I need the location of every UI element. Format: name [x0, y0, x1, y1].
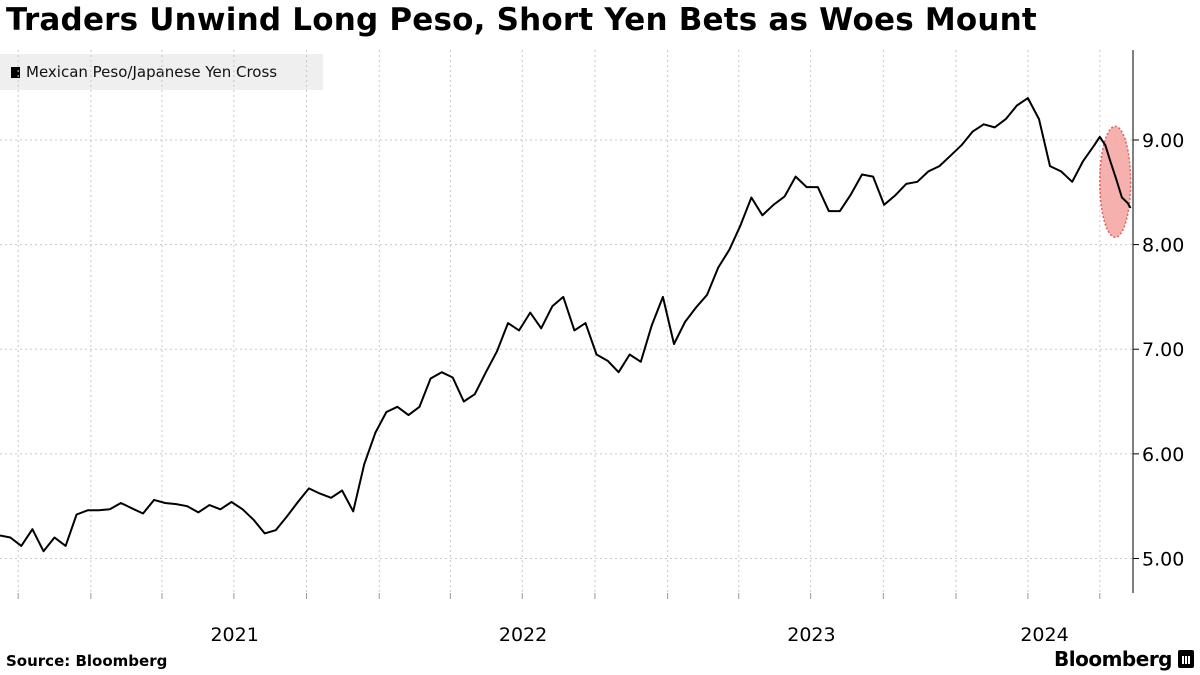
legend-label: Mexican Peso/Japanese Yen Cross [26, 63, 278, 81]
y-tick-label: 9.00 [1142, 130, 1184, 152]
x-tick-label: 2023 [787, 624, 835, 646]
source-note: Source: Bloomberg [6, 652, 168, 670]
y-tick-label: 5.00 [1142, 548, 1184, 570]
legend-swatch [11, 66, 20, 78]
tick-labels: 5.00 6.00 7.00 8.00 9.00 2021 2022 2023 2024 [210, 130, 1184, 646]
grid-lines [0, 50, 1133, 593]
y-tick-label: 6.00 [1142, 444, 1184, 466]
x-tick-label: 2024 [1020, 624, 1068, 646]
series-layer [0, 97, 1132, 553]
brand-name: Bloomberg [1054, 647, 1172, 671]
x-tick-label: 2022 [499, 624, 547, 646]
series-line [0, 97, 1132, 553]
axes [17, 50, 1139, 599]
y-tick-label: 7.00 [1142, 339, 1184, 361]
brand-logo: Bloomberg [1054, 647, 1194, 671]
chart-bars-icon [1178, 650, 1194, 668]
x-tick-label: 2021 [210, 624, 258, 646]
chart-title: Traders Unwind Long Peso, Short Yen Bets… [6, 2, 1037, 38]
y-tick-label: 8.00 [1142, 235, 1184, 257]
